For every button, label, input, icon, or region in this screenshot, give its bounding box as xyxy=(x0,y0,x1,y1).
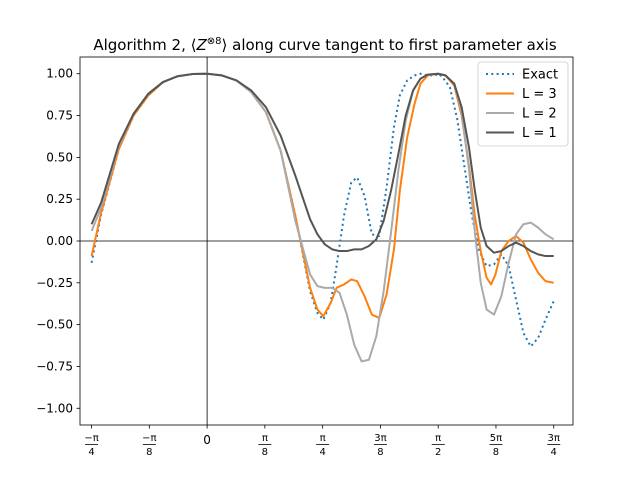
x-tick-label: 0 xyxy=(203,433,211,447)
y-tick-label: 0.25 xyxy=(46,192,73,206)
y-tick-label: −0.25 xyxy=(36,276,73,290)
y-tick-label: 0.75 xyxy=(46,109,73,123)
x-tick-numerator: 3π xyxy=(548,433,560,444)
x-tick-denominator: 4 xyxy=(551,447,557,458)
legend-label-3: L = 1 xyxy=(522,126,557,141)
x-tick-denominator: 4 xyxy=(88,447,94,458)
x-tick-denominator: 8 xyxy=(493,447,499,458)
x-tick-denominator: 8 xyxy=(262,447,268,458)
y-tick-label: 1.00 xyxy=(46,67,73,81)
legend-label-0: Exact xyxy=(522,68,558,83)
x-tick-numerator: 3π xyxy=(374,433,386,444)
y-tick-label: 0.00 xyxy=(46,234,73,248)
x-tick-denominator: 8 xyxy=(146,447,152,458)
plot-area xyxy=(80,57,573,425)
y-tick-label: 0.50 xyxy=(46,150,73,164)
legend-box xyxy=(477,61,569,147)
title-var: Z xyxy=(195,36,207,54)
y-tick-label: −1.00 xyxy=(36,401,73,415)
legend: Exact L = 3 L = 2 L = 1 xyxy=(477,61,569,147)
x-tick-numerator: 5π xyxy=(490,433,502,444)
legend-label-2: L = 2 xyxy=(522,107,557,122)
title-sup: ⊗8 xyxy=(207,36,222,47)
legend-label-1: L = 3 xyxy=(522,87,557,102)
x-tick-numerator: −π xyxy=(142,433,156,444)
chart-title: Algorithm 2, ⟨Z⊗8⟩ along curve tangent t… xyxy=(93,36,557,54)
y-tick-label: −0.50 xyxy=(36,318,73,332)
x-tick-numerator: π xyxy=(262,433,268,444)
x-tick-numerator: −π xyxy=(84,433,98,444)
axes: −1.00 −0.75 −0.50 −0.25 0.00 0.25 0.50 0.75 1.00… xyxy=(36,56,574,458)
y-tick-label: −0.75 xyxy=(36,359,73,373)
x-tick-denominator: 2 xyxy=(435,447,441,458)
title-suffix: ⟩ along curve tangent to first parameter… xyxy=(222,36,557,54)
x-tick-numerator: π xyxy=(435,433,441,444)
x-tick-denominator: 8 xyxy=(377,447,383,458)
series-line-0 xyxy=(90,72,555,348)
x-tick-numerator: π xyxy=(320,433,326,444)
x-tick-denominator: 4 xyxy=(319,447,325,458)
series-line-3 xyxy=(90,72,554,258)
title-prefix: Algorithm 2, ⟨ xyxy=(93,36,196,54)
